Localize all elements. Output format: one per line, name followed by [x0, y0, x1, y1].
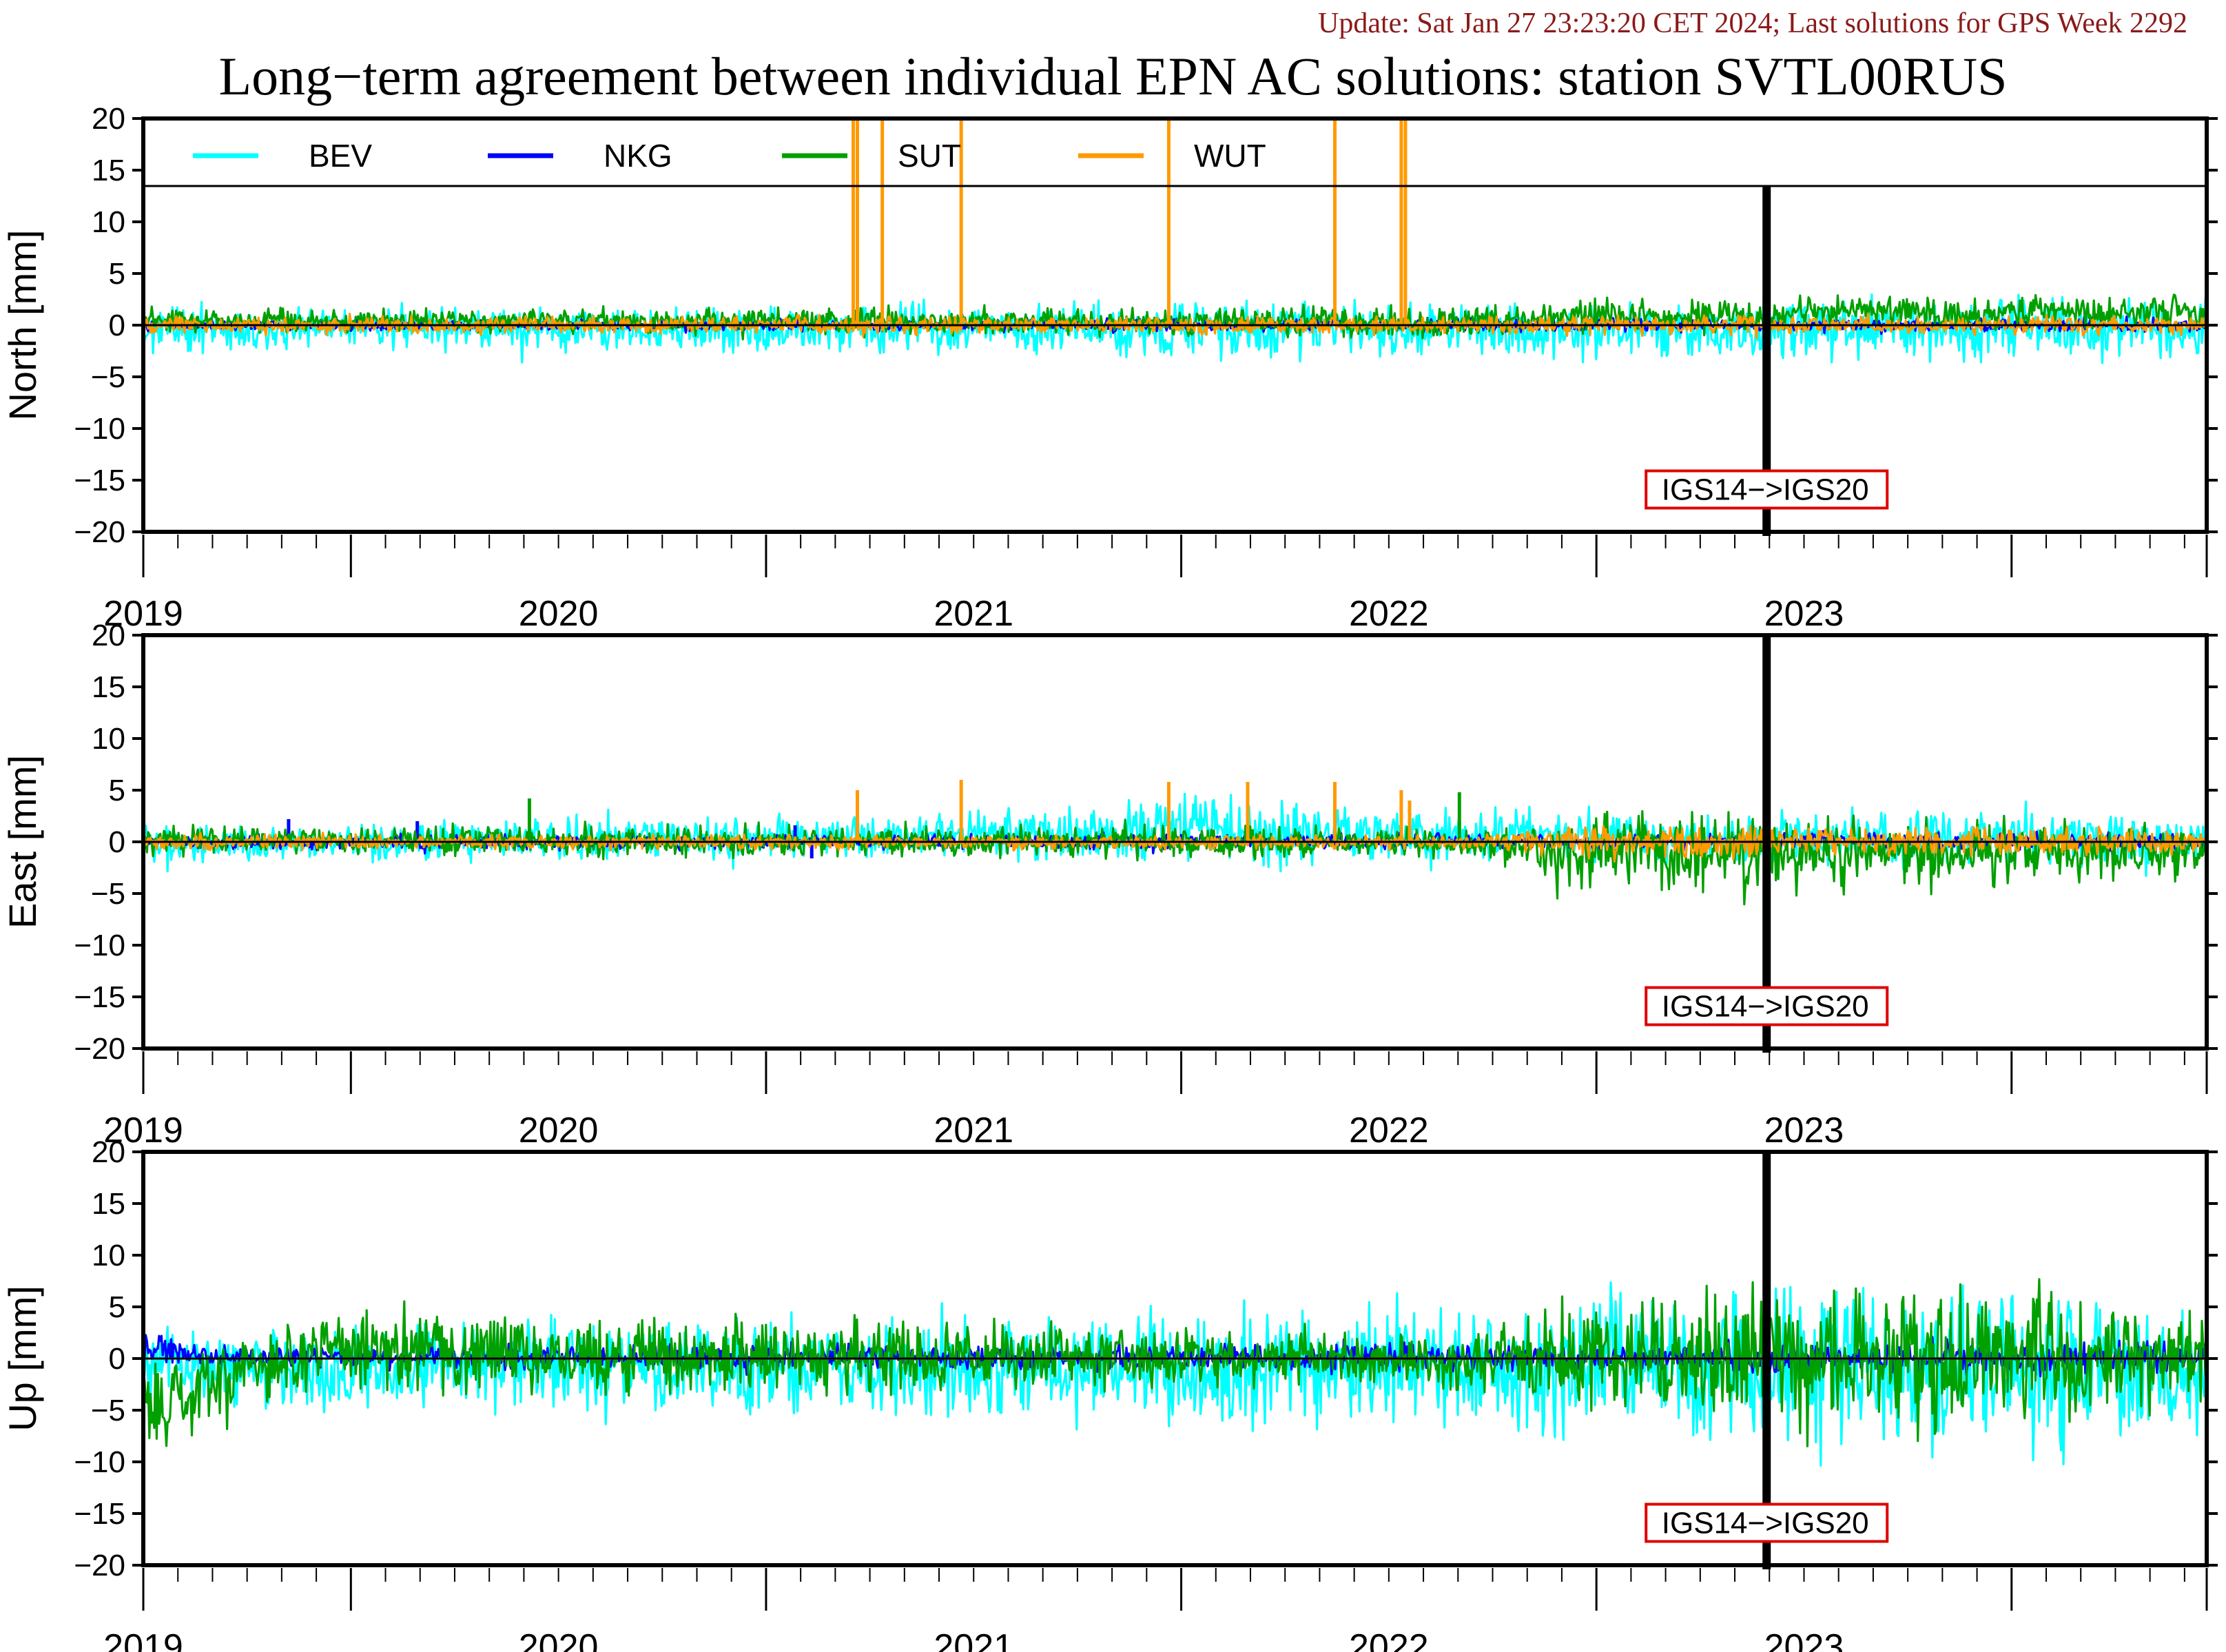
event-label: IGS14−>IGS20	[1662, 1507, 1869, 1540]
y-tick-label: 5	[109, 774, 125, 807]
x-tick-label: 2019	[103, 1627, 183, 1652]
series-sut	[143, 810, 2207, 906]
x-tick-label: 2020	[519, 1111, 599, 1150]
plot-frame	[141, 1150, 2209, 1567]
y-tick-label: 15	[92, 1187, 125, 1221]
y-tick-label: −15	[74, 980, 125, 1014]
series-group	[143, 1278, 2207, 1475]
x-tick-label: 2022	[1349, 594, 1429, 634]
legend-label-nkg: NKG	[604, 138, 672, 174]
y-axis-label: East [mm]	[1, 755, 44, 929]
y-tick-label: 5	[109, 1290, 125, 1324]
panel-east: 20 15 10 5 0 −5 −10 −15 −20 East [mm] 2019 2020 2021…	[1, 619, 2218, 1150]
event-label: IGS14−>IGS20	[1662, 990, 1869, 1024]
y-tick-label: −15	[74, 1497, 125, 1531]
series-sut	[143, 1278, 2207, 1447]
y-axis-label: Up [mm]	[1, 1286, 44, 1432]
legend-box	[143, 118, 2207, 186]
y-tick-label: 0	[109, 825, 125, 859]
plot-frame	[141, 633, 2209, 1051]
y-tick-label: −20	[74, 1032, 125, 1066]
x-tick-label: 2023	[1764, 1627, 1844, 1652]
y-tick-label: −5	[91, 877, 125, 911]
y-tick-label: 0	[109, 1342, 125, 1376]
y-tick-label: 5	[109, 257, 125, 291]
y-tick-label: 15	[92, 154, 125, 187]
y-tick-label: 10	[92, 722, 125, 756]
y-tick-label: 0	[109, 309, 125, 342]
event-label-box	[1645, 469, 1889, 510]
x-tick-label: 2019	[103, 1111, 183, 1150]
x-tick-label: 2020	[519, 1627, 599, 1652]
panel-up: 20 15 10 5 0 −5 −10 −15 −20 Up [mm] 2019 2020 2021 20…	[1, 1135, 2218, 1652]
y-tick-label: −10	[74, 1445, 125, 1479]
y-tick-label: 20	[92, 619, 125, 652]
x-tick-label: 2020	[519, 594, 599, 634]
event-label-box	[1645, 986, 1889, 1026]
legend-label-wut: WUT	[1194, 138, 1266, 174]
y-tick-label: 15	[92, 670, 125, 704]
panel-north: 20 15 10 5 0 −5 −10 −15 −20 North [mm] 2019 2020 202…	[1, 102, 2218, 634]
x-tick-label: 2021	[934, 1627, 1013, 1652]
y-tick-label: 10	[92, 205, 125, 239]
x-tick-label: 2023	[1764, 1111, 1844, 1150]
y-tick-label: 20	[92, 1135, 125, 1169]
y-tick-label: −5	[91, 360, 125, 394]
x-tick-label: 2019	[103, 594, 183, 634]
x-tick-label: 2021	[934, 594, 1013, 634]
event-label-box	[1645, 1503, 1889, 1543]
x-tick-label: 2023	[1764, 594, 1844, 634]
y-axis-label: North [mm]	[1, 230, 44, 421]
y-tick-label: 20	[92, 102, 125, 136]
x-tick-label: 2022	[1349, 1111, 1429, 1150]
y-tick-label: −5	[91, 1394, 125, 1427]
y-tick-label: −10	[74, 412, 125, 446]
legend-label-sut: SUT	[898, 138, 961, 174]
legend-label-bev: BEV	[309, 138, 372, 174]
y-tick-label: −20	[74, 1549, 125, 1582]
y-tick-label: −20	[74, 515, 125, 549]
chart-title: Long−term agreement between individual E…	[218, 46, 2008, 106]
y-tick-label: −10	[74, 929, 125, 962]
event-label: IGS14−>IGS20	[1662, 473, 1869, 507]
x-tick-label: 2021	[934, 1111, 1013, 1150]
update-timestamp: Update: Sat Jan 27 23:23:20 CET 2024; La…	[1317, 8, 2187, 39]
plot-frame	[141, 116, 2209, 534]
y-tick-label: 10	[92, 1239, 125, 1272]
x-tick-label: 2022	[1349, 1627, 1429, 1652]
y-tick-label: −15	[74, 464, 125, 497]
